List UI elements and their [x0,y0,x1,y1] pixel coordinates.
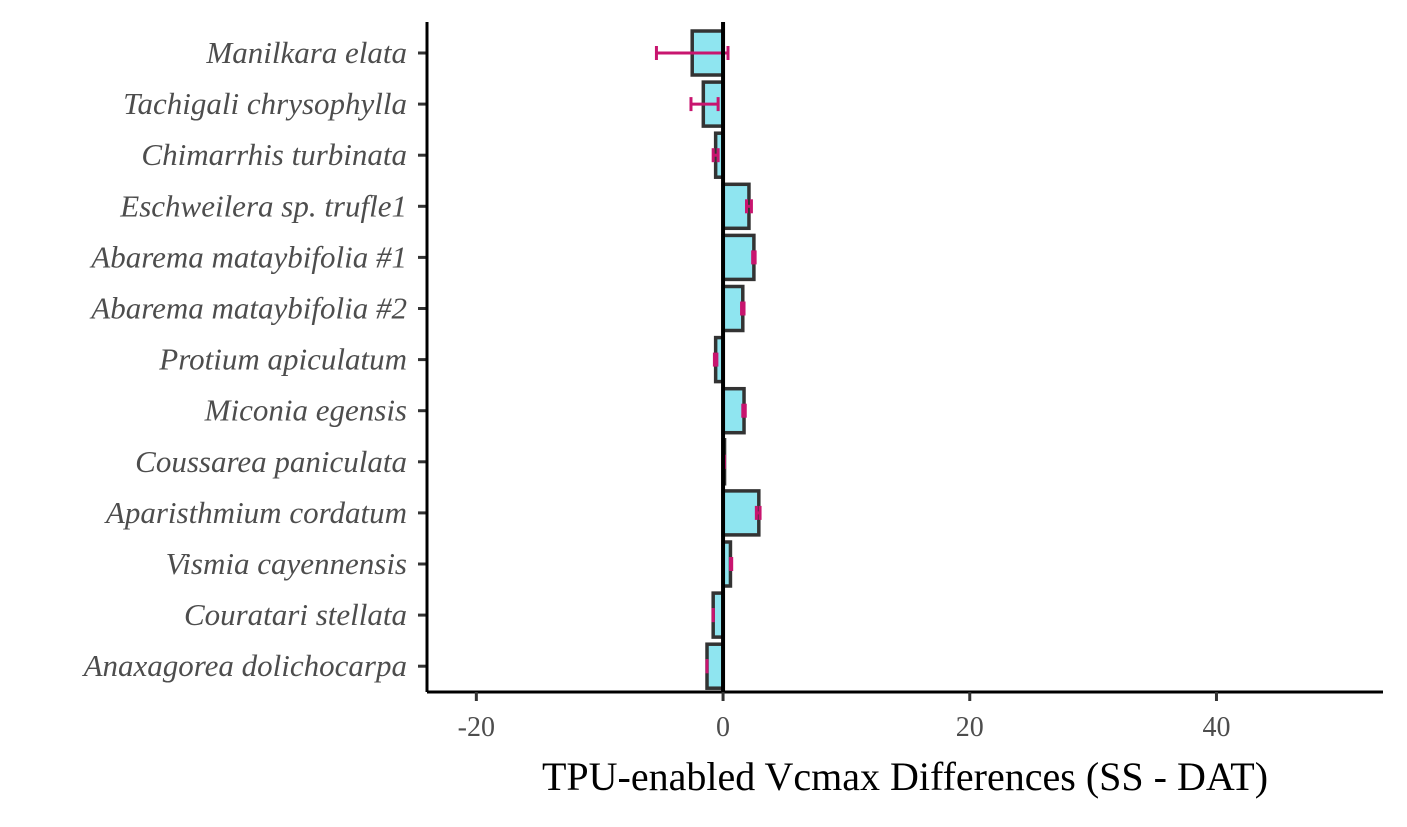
bar [721,489,761,537]
category-label: Anaxagorea dolichocarpa [82,648,407,683]
category-label: Abarema mataybifolia #1 [89,239,407,274]
category-label: Miconia egensis [204,393,407,428]
bar [721,284,745,333]
x-axis-title: TPU-enabled Vcmax Differences (SS - DAT) [542,754,1268,799]
bars-layer [690,29,761,690]
x-tick-label: -20 [458,712,495,743]
bar [705,642,725,690]
category-label: Protium apiculatum [158,342,407,377]
category-label: Chimarrhis turbinata [141,137,407,172]
error-bars-layer [654,46,762,674]
category-label: Tachigali chrysophylla [123,86,407,121]
x-ticks-layer: -20 0 20 40 [458,692,1230,743]
category-label: Couratari stellata [184,597,407,632]
x-tick-label: 0 [716,712,730,743]
category-label: Manilkara elata [205,35,407,70]
category-labels-layer: Manilkara elata Tachigali chrysophylla Chi… [82,35,407,683]
category-label: Eschweilera sp. trufle1 [119,188,407,223]
x-tick-label: 20 [956,712,984,743]
x-tick-label: 40 [1202,712,1230,743]
bar [721,386,746,435]
category-label: Vismia cayennensis [166,546,407,581]
category-label: Coussarea paniculata [135,444,407,479]
axes-layer [418,22,1383,694]
bar [721,233,756,282]
category-label: Abarema mataybifolia #2 [89,291,407,326]
category-label: Aparisthmium cordatum [104,495,407,530]
